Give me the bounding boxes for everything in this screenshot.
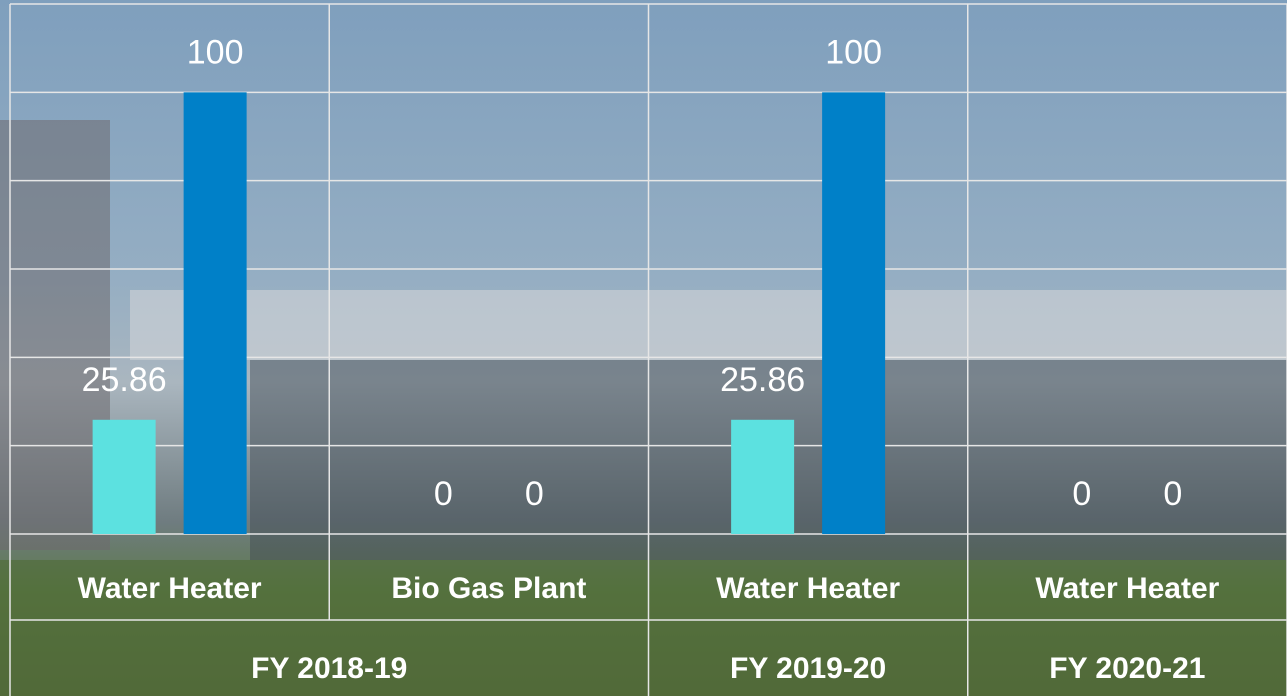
value-label: 25.86: [720, 361, 805, 399]
value-label: 100: [187, 33, 244, 71]
x-tick-label: Bio Gas Plant: [391, 572, 586, 605]
value-label: 0: [1072, 475, 1091, 513]
building: [0, 120, 110, 550]
building: [130, 290, 1287, 360]
value-label: 100: [825, 33, 882, 71]
value-label: 0: [1163, 475, 1182, 513]
x-tick-label: Water Heater: [716, 572, 900, 605]
x-tick-label: Water Heater: [1035, 572, 1219, 605]
bar: [822, 92, 886, 534]
value-label: 0: [434, 475, 453, 513]
bar: [731, 419, 795, 534]
value-label: 0: [525, 475, 544, 513]
group-label: FY 2019-20: [730, 652, 886, 685]
group-label: FY 2020-21: [1049, 652, 1205, 685]
bar: [183, 92, 247, 534]
bar: [92, 419, 156, 534]
greenery: [0, 560, 1287, 696]
group-label: FY 2018-19: [251, 652, 407, 685]
value-label: 25.86: [82, 361, 167, 399]
x-tick-label: Water Heater: [78, 572, 262, 605]
